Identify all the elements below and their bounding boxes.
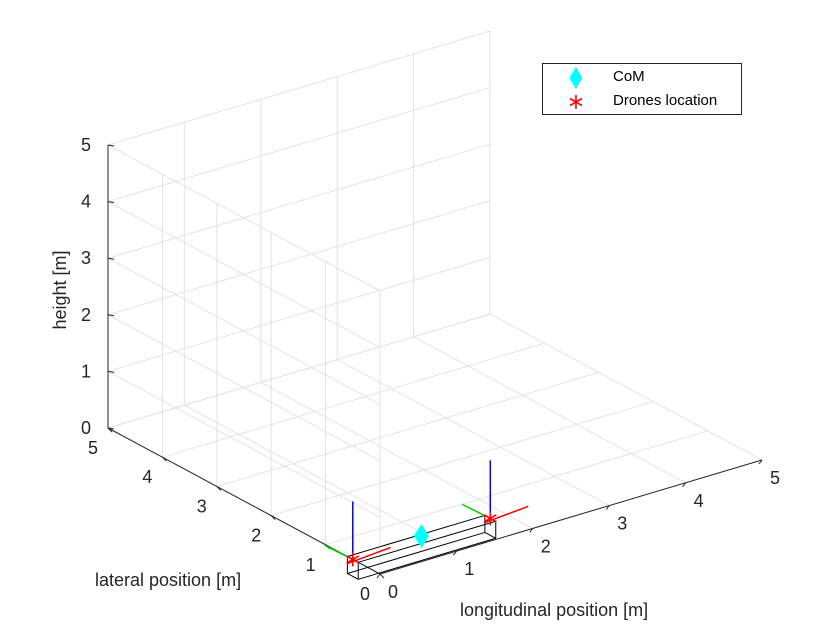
y-tick-label: 3 <box>197 496 207 516</box>
z-tick-label: 0 <box>81 418 91 438</box>
payload-box-edge <box>347 573 359 580</box>
grid-line-wall-right-h <box>107 87 491 203</box>
grid-line-wall-right-h <box>107 200 491 316</box>
payload-box-edge <box>358 537 496 580</box>
drone-location-marker <box>483 511 497 526</box>
z-axis-label: height [m] <box>50 250 70 329</box>
x-tick-mark <box>376 573 381 579</box>
grid-line-wall-right-h <box>107 30 491 146</box>
z-tick-mark <box>107 427 115 430</box>
x-tick-label: 3 <box>617 514 627 534</box>
x-tick-label: 1 <box>464 559 474 579</box>
x-axis-label: longitudinal position [m] <box>460 600 648 620</box>
y-tick-label: 4 <box>142 467 152 487</box>
z-tick-label: 4 <box>81 192 91 212</box>
z-tick-label: 3 <box>81 248 91 268</box>
y-tick-label: 1 <box>306 555 316 575</box>
grid-line-floor-y <box>325 430 708 546</box>
legend-entry-drones: Drones location <box>543 90 741 114</box>
x-tick-mark <box>758 459 763 465</box>
grid-line-wall-right-h <box>107 256 491 372</box>
x-tick-mark <box>452 550 457 556</box>
y-tick-mark <box>162 456 167 462</box>
x-tick-label: 0 <box>388 582 398 602</box>
z-tick-mark <box>107 144 115 147</box>
x-tick-mark <box>529 528 534 533</box>
legend-entry-com: CoM <box>543 66 741 90</box>
asterisk-stroke <box>346 555 360 564</box>
grid-line-floor-y <box>162 342 545 458</box>
grid-line-floor-y <box>271 401 654 517</box>
asterisk-stroke <box>483 514 497 523</box>
x-tick-mark <box>605 505 610 510</box>
legend-label-drones: Drones location <box>613 92 718 109</box>
grid-line-wall-right-h <box>107 143 491 259</box>
payload-box-edge <box>358 520 496 563</box>
payload-box-edge <box>347 531 486 574</box>
x-axis-line <box>379 459 763 575</box>
grid-line-floor-x <box>336 359 610 507</box>
y-tick-label: 2 <box>251 526 261 546</box>
payload-box-edge <box>484 531 496 539</box>
y-tick-mark <box>216 486 222 491</box>
z-tick-mark <box>107 257 115 260</box>
x-tick-mark <box>682 482 686 488</box>
y-tick-mark <box>107 427 113 433</box>
diamond-icon <box>569 67 583 89</box>
legend: CoM Drones location <box>542 63 742 115</box>
z-tick-label: 1 <box>81 361 91 381</box>
z-tick-mark <box>107 370 115 373</box>
data-layer <box>324 460 529 580</box>
z-tick-mark <box>107 201 115 204</box>
grid-line-floor-y <box>216 371 599 487</box>
y-tick-mark <box>270 515 276 520</box>
z-tick-label: 5 <box>81 135 91 155</box>
grid-line-floor-x <box>413 336 686 484</box>
x-tick-label: 5 <box>770 468 780 488</box>
x-tick-label: 2 <box>541 536 551 556</box>
z-tick-mark <box>107 314 115 317</box>
y-axis-label: lateral position [m] <box>95 570 241 590</box>
drone-location-marker <box>346 552 360 567</box>
asterisk-icon <box>569 95 583 109</box>
legend-label-com: CoM <box>613 68 645 85</box>
grid-line-floor-x <box>184 404 457 552</box>
grid-line-wall-right-h <box>107 313 491 429</box>
grid-line-wall-left-h <box>107 370 381 518</box>
x-tick-label: 4 <box>694 491 704 511</box>
y-tick-label: 5 <box>88 438 98 458</box>
y-tick-mark <box>379 573 385 579</box>
grid-line-floor-x <box>489 313 763 461</box>
grid-line-floor-x <box>260 381 534 529</box>
com-marker <box>413 524 430 548</box>
y-tick-label: 0 <box>360 584 370 604</box>
z-tick-label: 2 <box>81 305 91 325</box>
